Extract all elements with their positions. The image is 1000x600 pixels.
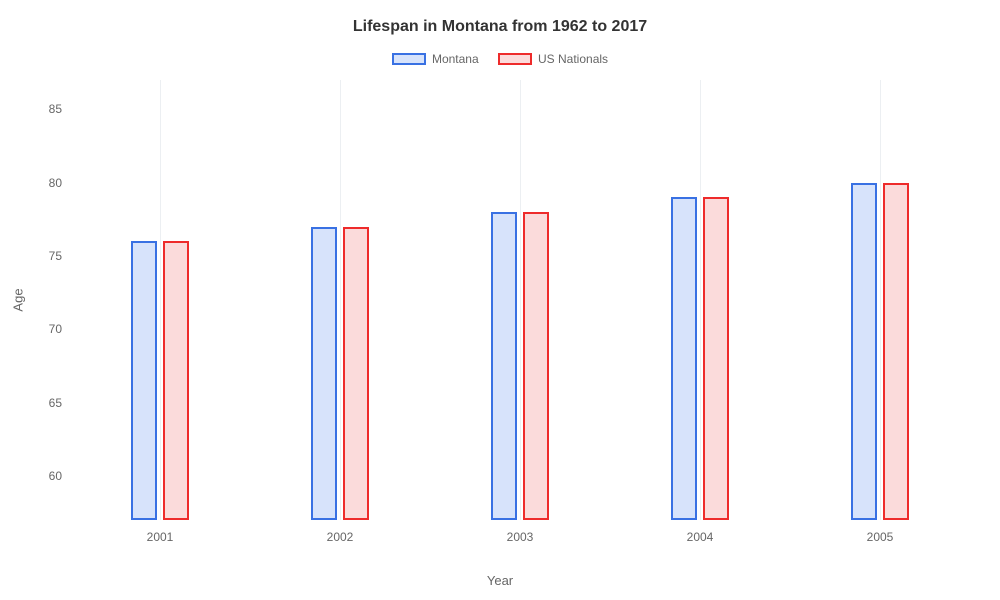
bar-us-nationals-2004 <box>703 197 729 520</box>
bar-us-nationals-2003 <box>523 212 549 520</box>
y-axis-label: Age <box>11 288 26 311</box>
bar-montana-2005 <box>851 183 877 520</box>
legend-swatch-usnationals <box>498 53 532 65</box>
x-tick-label: 2002 <box>327 530 354 544</box>
bar-montana-2003 <box>491 212 517 520</box>
legend-item-usnationals: US Nationals <box>498 52 608 66</box>
gridline-vertical <box>520 80 521 520</box>
chart-title: Lifespan in Montana from 1962 to 2017 <box>0 18 1000 36</box>
y-tick-label: 60 <box>49 469 62 483</box>
x-tick-label: 2003 <box>507 530 534 544</box>
x-tick-label: 2001 <box>147 530 174 544</box>
legend-item-montana: Montana <box>392 52 479 66</box>
bar-us-nationals-2005 <box>883 183 909 520</box>
x-tick-label: 2005 <box>867 530 894 544</box>
legend-label-usnationals: US Nationals <box>538 52 608 66</box>
bar-us-nationals-2002 <box>343 227 369 520</box>
y-tick-label: 70 <box>49 322 62 336</box>
x-tick-label: 2004 <box>687 530 714 544</box>
chart-legend: Montana US Nationals <box>0 52 1000 68</box>
lifespan-chart: Lifespan in Montana from 1962 to 2017 Mo… <box>0 0 1000 600</box>
y-tick-label: 85 <box>49 102 62 116</box>
gridline-vertical <box>160 80 161 520</box>
bar-montana-2001 <box>131 241 157 520</box>
legend-label-montana: Montana <box>432 52 479 66</box>
gridline-vertical <box>880 80 881 520</box>
bar-us-nationals-2001 <box>163 241 189 520</box>
gridline-vertical <box>340 80 341 520</box>
gridline-vertical <box>700 80 701 520</box>
y-tick-label: 65 <box>49 396 62 410</box>
legend-swatch-montana <box>392 53 426 65</box>
y-tick-label: 80 <box>49 176 62 190</box>
y-tick-label: 75 <box>49 249 62 263</box>
bar-montana-2002 <box>311 227 337 520</box>
bar-montana-2004 <box>671 197 697 520</box>
x-axis-label: Year <box>487 573 513 588</box>
plot-area: 20012002200320042005606570758085 <box>70 80 970 520</box>
